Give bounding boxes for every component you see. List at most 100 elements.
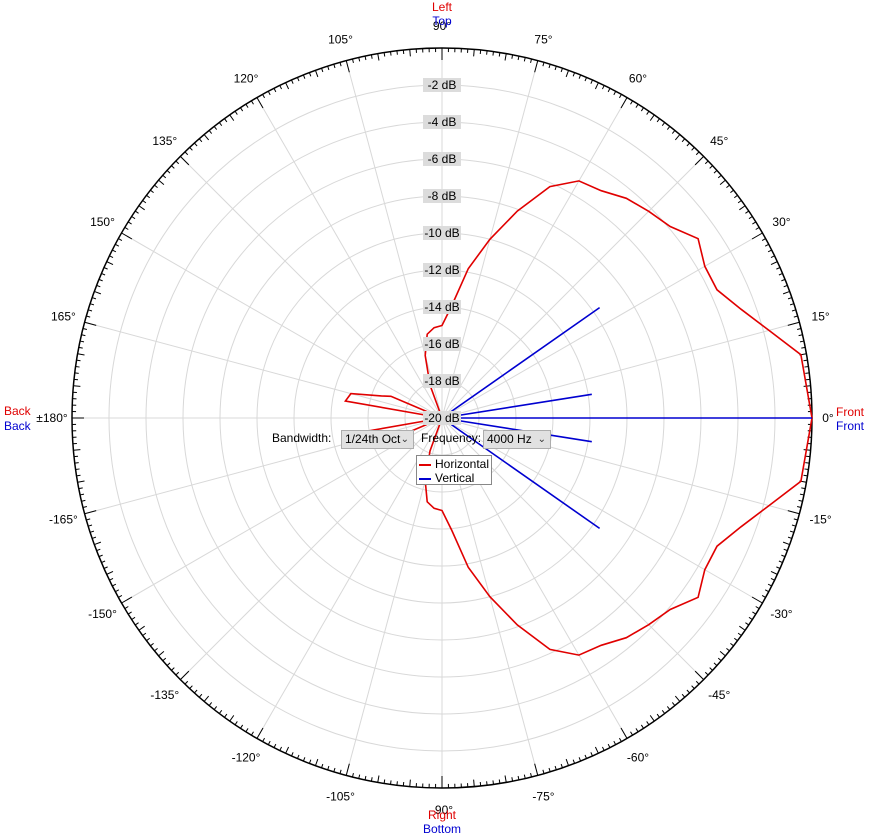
- angle-tick: [601, 746, 605, 751]
- angle-tick: [370, 777, 373, 782]
- radial-label-text: -6 dB: [428, 152, 457, 166]
- angle-tick: [798, 499, 803, 502]
- legend-item-horizontal: Horizontal: [419, 457, 489, 471]
- angle-tick: [554, 765, 557, 771]
- angle-tick: [189, 147, 193, 151]
- angle-tick: [801, 487, 806, 490]
- angle-tick: [783, 548, 788, 552]
- bandwidth-dropdown[interactable]: 1/24th Oct ⌄: [341, 430, 414, 449]
- direction-labels: Left Top Right Bottom Back Back Front Fr…: [4, 0, 865, 836]
- angle-tick: [124, 227, 129, 230]
- angle-tick: [345, 60, 350, 73]
- angle-tick: [803, 359, 808, 362]
- angle-tick: [782, 541, 790, 546]
- angle-tick: [764, 243, 769, 247]
- angle-tick: [213, 706, 218, 710]
- angle-label: -150°: [88, 607, 117, 621]
- frequency-dropdown[interactable]: 4000 Hz ⌄: [483, 430, 551, 449]
- angle-tick: [251, 100, 254, 105]
- angle-tick: [717, 174, 722, 179]
- angle-tick: [115, 589, 120, 593]
- radial-label-text: -8 dB: [428, 189, 457, 203]
- angle-tick: [86, 315, 91, 318]
- angle-tick: [656, 118, 660, 123]
- angle-label: -90°: [431, 803, 453, 817]
- angle-tick: [127, 611, 132, 615]
- angle-tick: [84, 510, 97, 515]
- angle-label: 165°: [51, 310, 76, 324]
- radial-label-text: -16 dB: [424, 337, 459, 351]
- radial-label: -4 dB: [423, 115, 461, 129]
- angle-tick: [782, 290, 790, 295]
- angle-tick: [804, 366, 809, 368]
- angle-tick: [296, 754, 300, 759]
- angle-tick: [630, 100, 633, 105]
- angle-tick: [194, 142, 198, 147]
- angle-tick: [709, 165, 713, 169]
- angle-tick: [75, 468, 80, 470]
- angle-tick: [691, 147, 695, 151]
- angle-tick: [118, 595, 123, 598]
- angle-tick: [377, 53, 380, 61]
- angle-tick: [498, 52, 501, 57]
- legend-label-vertical: Vertical: [435, 471, 475, 485]
- angle-tick: [224, 713, 228, 718]
- angle-tick: [291, 752, 294, 757]
- angle-tick: [150, 642, 154, 647]
- angle-tick: [674, 134, 681, 141]
- angle-tick: [88, 524, 93, 527]
- angle-tick: [245, 103, 249, 108]
- angle-tick: [748, 616, 753, 620]
- radial-label: -16 dB: [423, 337, 461, 351]
- angle-tick: [383, 779, 386, 784]
- radial-label-bg: [423, 300, 461, 314]
- angle-tick: [89, 303, 95, 306]
- angle-tick: [767, 249, 772, 253]
- angle-tick: [542, 62, 545, 67]
- angle-label: -135°: [150, 688, 179, 702]
- angle-label: -30°: [770, 607, 792, 621]
- angle-tick: [787, 297, 793, 300]
- angle-label: 75°: [534, 32, 552, 46]
- radial-label-text: -12 dB: [424, 263, 459, 277]
- angle-tick: [285, 746, 290, 754]
- angle-label: 120°: [234, 72, 259, 86]
- angle-tick: [101, 560, 106, 564]
- angle-tick: [101, 272, 106, 276]
- angle-tick: [112, 583, 117, 587]
- angle-tick: [234, 721, 238, 726]
- angle-tick: [787, 536, 793, 539]
- angle-tick: [752, 611, 757, 615]
- angle-tick: [229, 114, 235, 121]
- angle-tick: [131, 216, 136, 220]
- angle-tick: [321, 763, 324, 769]
- angle-tick: [118, 238, 123, 241]
- legend-swatch-horizontal: [419, 463, 431, 466]
- dir-bottom-horizontal: Right: [428, 808, 457, 822]
- angle-tick: [504, 53, 507, 61]
- angle-tick: [131, 616, 136, 620]
- radial-label: -20 dB: [423, 411, 461, 425]
- angle-tick: [106, 261, 114, 266]
- angle-tick: [560, 763, 563, 769]
- radial-label-bg: [423, 78, 461, 92]
- angle-tick: [308, 759, 312, 764]
- legend-label-horizontal: Horizontal: [435, 457, 490, 471]
- angle-tick: [203, 695, 210, 702]
- angle-tick: [473, 49, 475, 57]
- angle-tick: [770, 255, 775, 259]
- angle-tick: [390, 780, 392, 785]
- angle-tick: [262, 737, 265, 742]
- angle-tick: [82, 506, 87, 508]
- chevron-down-icon: ⌄: [537, 434, 546, 445]
- angle-tick: [704, 160, 709, 165]
- angle-tick: [661, 709, 666, 714]
- angle-tick: [801, 346, 806, 349]
- radial-label-bg: [423, 189, 461, 203]
- radial-label-text: -2 dB: [428, 78, 457, 92]
- radial-label-bg: [423, 226, 461, 240]
- angle-tick: [296, 77, 300, 82]
- angle-label: 0°: [822, 411, 834, 425]
- radial-label-bg: [423, 263, 461, 277]
- angle-tick: [594, 82, 599, 90]
